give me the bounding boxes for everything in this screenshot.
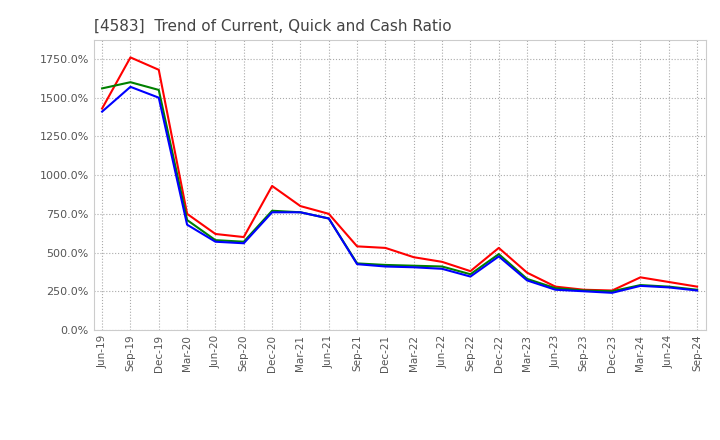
- Cash Ratio: [693, 288, 701, 293]
- Current Ratio: [183, 211, 192, 216]
- Cash Ratio: [551, 287, 559, 292]
- Current Ratio: [466, 268, 474, 274]
- Cash Ratio: [126, 84, 135, 89]
- Current Ratio: [268, 183, 276, 189]
- Current Ratio: [98, 106, 107, 111]
- Quick Ratio: [438, 264, 446, 269]
- Quick Ratio: [268, 208, 276, 213]
- Cash Ratio: [325, 216, 333, 221]
- Quick Ratio: [580, 288, 588, 293]
- Quick Ratio: [211, 238, 220, 243]
- Current Ratio: [211, 231, 220, 237]
- Cash Ratio: [155, 95, 163, 100]
- Current Ratio: [353, 244, 361, 249]
- Quick Ratio: [551, 286, 559, 291]
- Current Ratio: [325, 211, 333, 216]
- Quick Ratio: [296, 209, 305, 215]
- Quick Ratio: [126, 80, 135, 85]
- Current Ratio: [495, 245, 503, 250]
- Current Ratio: [296, 203, 305, 209]
- Current Ratio: [240, 235, 248, 240]
- Cash Ratio: [296, 209, 305, 215]
- Quick Ratio: [240, 239, 248, 244]
- Quick Ratio: [98, 86, 107, 91]
- Quick Ratio: [636, 282, 644, 288]
- Quick Ratio: [410, 263, 418, 268]
- Current Ratio: [523, 270, 531, 275]
- Cash Ratio: [466, 274, 474, 279]
- Cash Ratio: [580, 289, 588, 294]
- Current Ratio: [410, 255, 418, 260]
- Current Ratio: [693, 284, 701, 289]
- Cash Ratio: [240, 241, 248, 246]
- Cash Ratio: [495, 254, 503, 259]
- Current Ratio: [551, 284, 559, 289]
- Cash Ratio: [410, 264, 418, 270]
- Text: [4583]  Trend of Current, Quick and Cash Ratio: [4583] Trend of Current, Quick and Cash …: [94, 19, 451, 34]
- Cash Ratio: [608, 290, 616, 296]
- Current Ratio: [438, 259, 446, 264]
- Line: Current Ratio: Current Ratio: [102, 57, 697, 290]
- Current Ratio: [155, 67, 163, 73]
- Cash Ratio: [665, 285, 673, 290]
- Quick Ratio: [353, 261, 361, 266]
- Quick Ratio: [381, 262, 390, 268]
- Quick Ratio: [693, 287, 701, 292]
- Quick Ratio: [325, 216, 333, 221]
- Cash Ratio: [438, 266, 446, 271]
- Quick Ratio: [608, 289, 616, 294]
- Cash Ratio: [183, 222, 192, 227]
- Cash Ratio: [268, 209, 276, 215]
- Current Ratio: [608, 288, 616, 293]
- Current Ratio: [665, 279, 673, 285]
- Quick Ratio: [495, 252, 503, 257]
- Cash Ratio: [98, 109, 107, 114]
- Current Ratio: [381, 245, 390, 250]
- Cash Ratio: [353, 261, 361, 267]
- Current Ratio: [580, 287, 588, 292]
- Quick Ratio: [523, 276, 531, 282]
- Cash Ratio: [381, 264, 390, 269]
- Cash Ratio: [636, 283, 644, 289]
- Quick Ratio: [183, 217, 192, 223]
- Current Ratio: [126, 55, 135, 60]
- Line: Cash Ratio: Cash Ratio: [102, 87, 697, 293]
- Quick Ratio: [155, 87, 163, 92]
- Line: Quick Ratio: Quick Ratio: [102, 82, 697, 291]
- Cash Ratio: [523, 278, 531, 283]
- Cash Ratio: [211, 239, 220, 244]
- Quick Ratio: [466, 271, 474, 277]
- Quick Ratio: [665, 284, 673, 289]
- Current Ratio: [636, 275, 644, 280]
